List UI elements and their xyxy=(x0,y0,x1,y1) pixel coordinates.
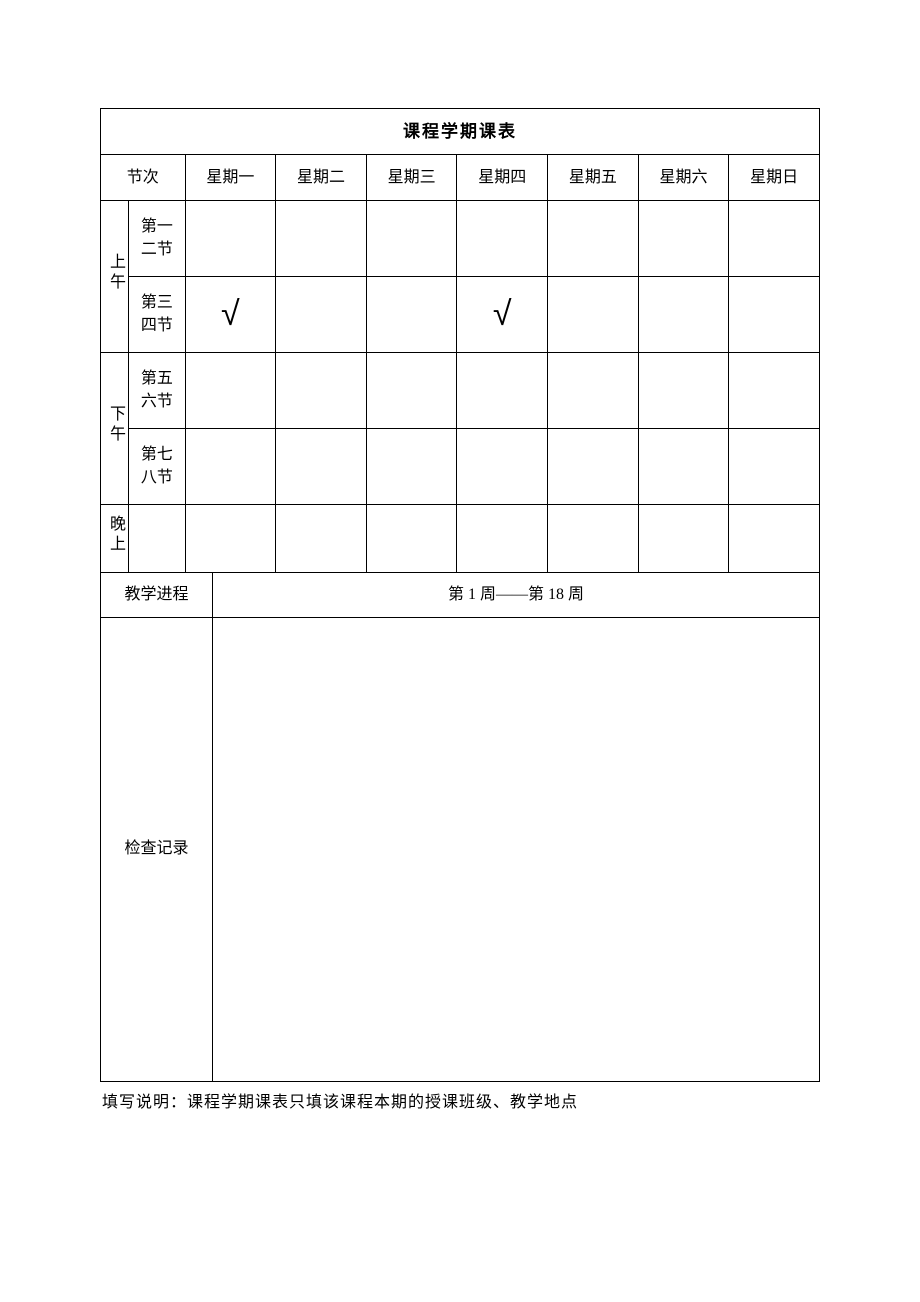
header-day-mon: 星期一 xyxy=(185,155,276,201)
period-1-2: 第一二节 xyxy=(129,201,185,277)
progress-table: 教学进程 第 1 周——第 18 周 检查记录 xyxy=(100,573,820,1082)
cell-r1d4 xyxy=(457,201,548,277)
progress-value: 第 1 周——第 18 周 xyxy=(213,573,820,617)
cell-r3d1 xyxy=(185,353,276,429)
cell-r1d7 xyxy=(729,201,820,277)
cell-r1d3 xyxy=(366,201,457,277)
inspection-label: 检查记录 xyxy=(101,617,213,1081)
cell-r2d6 xyxy=(638,277,729,353)
cell-r1d2 xyxy=(276,201,367,277)
cell-r2d7 xyxy=(729,277,820,353)
period-5-6: 第五六节 xyxy=(129,353,185,429)
cell-r4d2 xyxy=(276,429,367,505)
cell-r5d4 xyxy=(457,505,548,573)
header-day-thu: 星期四 xyxy=(457,155,548,201)
session-evening: 晚上 xyxy=(101,505,129,573)
period-7-8: 第七八节 xyxy=(129,429,185,505)
header-day-wed: 星期三 xyxy=(366,155,457,201)
cell-r3d5 xyxy=(548,353,639,429)
cell-r4d4 xyxy=(457,429,548,505)
header-day-fri: 星期五 xyxy=(548,155,639,201)
cell-r4d7 xyxy=(729,429,820,505)
cell-r2d4: √ xyxy=(457,277,548,353)
cell-r2d5 xyxy=(548,277,639,353)
header-period: 节次 xyxy=(101,155,186,201)
cell-r3d4 xyxy=(457,353,548,429)
header-day-sat: 星期六 xyxy=(638,155,729,201)
cell-r4d3 xyxy=(366,429,457,505)
cell-r1d1 xyxy=(185,201,276,277)
cell-r3d6 xyxy=(638,353,729,429)
row-afternoon-1: 下午 第五六节 xyxy=(101,353,820,429)
cell-r5d1 xyxy=(185,505,276,573)
cell-r1d6 xyxy=(638,201,729,277)
cell-r5d3 xyxy=(366,505,457,573)
inspection-row: 检查记录 xyxy=(101,617,820,1081)
header-day-tue: 星期二 xyxy=(276,155,367,201)
cell-r2d3 xyxy=(366,277,457,353)
cell-r5d5 xyxy=(548,505,639,573)
cell-r4d6 xyxy=(638,429,729,505)
row-afternoon-2: 第七八节 xyxy=(101,429,820,505)
header-row: 节次 星期一 星期二 星期三 星期四 星期五 星期六 星期日 xyxy=(101,155,820,201)
row-morning-1: 上午 第一二节 xyxy=(101,201,820,277)
cell-r3d3 xyxy=(366,353,457,429)
cell-r1d5 xyxy=(548,201,639,277)
check-icon: √ xyxy=(221,295,240,333)
row-evening: 晚上 xyxy=(101,505,820,573)
inspection-value xyxy=(213,617,820,1081)
cell-r4d5 xyxy=(548,429,639,505)
header-day-sun: 星期日 xyxy=(729,155,820,201)
row-morning-2: 第三四节 √ √ xyxy=(101,277,820,353)
cell-r3d7 xyxy=(729,353,820,429)
check-icon: √ xyxy=(493,295,512,333)
session-morning: 上午 xyxy=(101,201,129,353)
table-title: 课程学期课表 xyxy=(101,109,820,155)
cell-r2d1: √ xyxy=(185,277,276,353)
progress-label: 教学进程 xyxy=(101,573,213,617)
progress-row: 教学进程 第 1 周——第 18 周 xyxy=(101,573,820,617)
cell-r5d6 xyxy=(638,505,729,573)
fill-note: 填写说明：课程学期课表只填该课程本期的授课班级、教学地点 xyxy=(102,1088,820,1112)
session-afternoon: 下午 xyxy=(101,353,129,505)
cell-r2d2 xyxy=(276,277,367,353)
period-evening xyxy=(129,505,185,573)
cell-r5d2 xyxy=(276,505,367,573)
period-3-4: 第三四节 xyxy=(129,277,185,353)
cell-r5d7 xyxy=(729,505,820,573)
cell-r3d2 xyxy=(276,353,367,429)
schedule-table: 课程学期课表 节次 星期一 星期二 星期三 星期四 星期五 星期六 星期日 上午… xyxy=(100,108,820,573)
cell-r4d1 xyxy=(185,429,276,505)
